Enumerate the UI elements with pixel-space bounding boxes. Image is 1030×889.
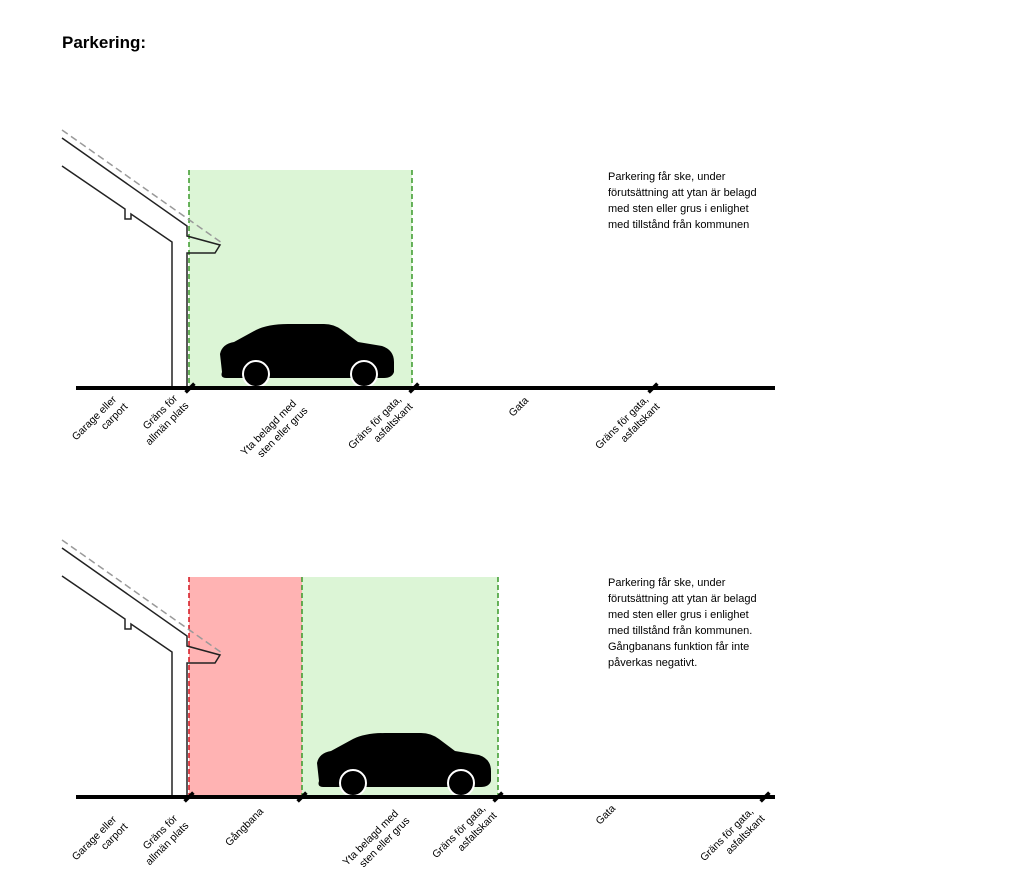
label-border-street-2: Gräns för gata, asfaltskant	[593, 392, 662, 461]
sidewalk-zone	[189, 577, 302, 797]
label-surface: Yta belagd med sten eller grus	[341, 806, 413, 878]
label-street: Gata	[507, 395, 532, 420]
label-garage: Garage eller carport	[70, 812, 131, 873]
label-street: Gata	[594, 803, 619, 828]
label-border-street-1: Gräns för gata, asfaltskant	[430, 801, 499, 870]
label-border-street-1: Gräns för gata, asfaltskant	[346, 392, 415, 461]
carport-structure	[61, 539, 223, 797]
label-surface: Yta belagd med sten eller grus	[239, 396, 311, 468]
label-border-public: Gräns för allmän plats	[134, 391, 191, 448]
carport-structure	[61, 129, 223, 388]
diagram-1-description: Parkering får ske, under förutsättning a…	[608, 171, 757, 231]
label-border-public: Gräns för allmän plats	[134, 811, 191, 868]
diagram-2: Garage eller carport Gräns för allmän pl…	[61, 539, 775, 878]
diagram-2-description: Parkering får ske, under förutsättning a…	[608, 577, 757, 669]
label-sidewalk: Gångbana	[223, 806, 266, 849]
label-border-street-2: Gräns för gata, asfaltskant	[698, 804, 767, 873]
label-garage: Garage eller carport	[70, 392, 131, 453]
page-title: Parkering:	[62, 33, 147, 52]
